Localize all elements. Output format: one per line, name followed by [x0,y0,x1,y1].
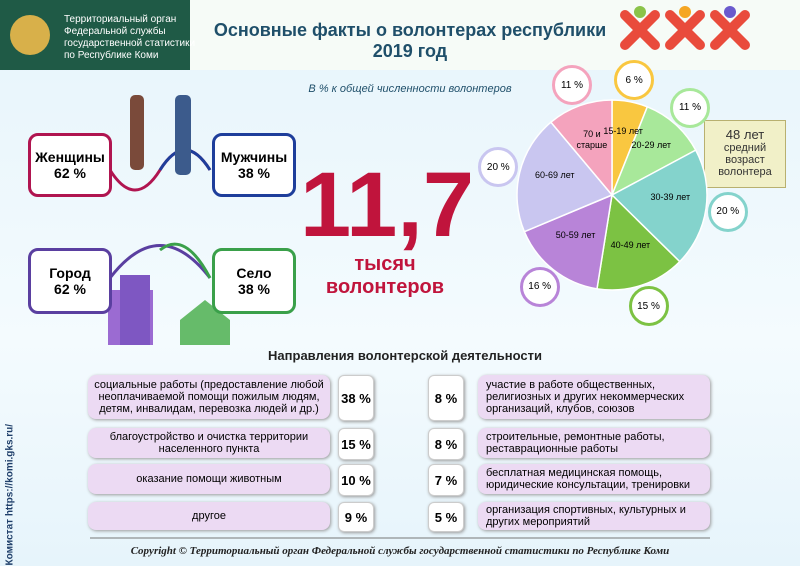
value-label: 16 % [519,266,560,307]
right-pct: 5 % [428,502,464,532]
value: 62 % [54,165,86,181]
label: Женщины [35,149,105,165]
left-pct: 38 % [338,375,374,421]
value: 62 % [54,281,86,297]
org-line: государственной статистики [64,38,196,49]
pie-slice [596,193,681,291]
total-noun: волонтеров [325,276,445,298]
footer: Copyright © Территориальный орган Федера… [130,545,670,557]
left-text: другое [88,502,330,530]
title: Основные факты о волонтерах республики [213,20,607,40]
left-text: социальные работы (предоставление любой … [88,375,330,419]
avg-age-value: 48 лет [725,127,765,142]
value: 38 % [238,165,270,181]
label: Село [236,265,272,281]
right-text: строительные, ремонтные работы, реставра… [478,428,710,458]
side-name: Комистат [4,518,16,566]
left-pct: 15 % [338,428,374,460]
org-line: Федеральной службы [64,26,166,37]
total-value: 11,7 [300,154,474,256]
pie-slice [610,105,697,197]
org-line: Территориальный орган [64,14,177,25]
stat-box: Мужчины 38 % [212,133,296,197]
stat-box: Село 38 % [212,248,296,314]
value-label: 20 % [478,147,519,188]
slice-label: 40-49 лет [610,239,651,250]
total: 11,7 тысяч волонтеров [300,154,474,299]
pie-slice [610,149,708,263]
stat-box: Женщины 62 % [28,133,112,197]
right-text: бесплатная медицинская помощь, юридическ… [478,464,710,494]
slice-label: 15-19 лет [603,126,643,137]
slice-label: 60-69 лет [534,170,575,181]
value-label: 11 % [551,65,592,106]
avg-age: 48 лет средний возраст волонтера [704,120,786,188]
pie-slice [516,121,614,233]
value-label: 11 % [670,87,710,128]
left-text: оказание помощи животным [88,464,330,494]
right-text: участие в работе общественных, религиозн… [478,375,710,419]
value-label: 20 % [707,191,748,232]
left-text: благоустройство и очистка территории нас… [88,428,330,458]
avg-age-text: средний возраст волонтера [718,142,772,178]
slice-label: 70 и старше [576,128,608,150]
value-label: 15 % [628,286,669,327]
org-line: по Республике Коми [64,50,159,61]
stat-box: Город 62 % [28,248,112,314]
right-pct: 7 % [428,464,464,496]
slice-label: 30-39 лет [650,192,691,203]
left-pct: 10 % [338,464,374,496]
value-label: 6 % [614,60,655,101]
slice-label: 50-59 лет [555,230,596,241]
org: Территориальный орган Федеральной службы г… [64,14,195,62]
subtitle: В % к общей численности волонтеров [308,83,512,95]
pie-slice [549,99,613,198]
section-title: Направления волонтерской деятельности [268,348,542,363]
left-pct: 9 % [338,502,374,532]
year: 2019 год [372,41,448,61]
total-unit: тысяч [354,253,416,275]
side: Комистат https://komi.gks.ru/ [5,386,16,566]
slice-label: 20-29 лет [631,140,672,151]
value: 38 % [238,281,270,297]
side-url: https://komi.gks.ru/ [4,423,16,517]
right-pct: 8 % [428,375,464,421]
pie-slice [523,193,613,290]
label: Мужчины [220,149,288,165]
right-text: организация спортивных, культурных и дру… [478,502,710,530]
label: Город [49,265,91,281]
right-pct: 8 % [428,428,464,460]
